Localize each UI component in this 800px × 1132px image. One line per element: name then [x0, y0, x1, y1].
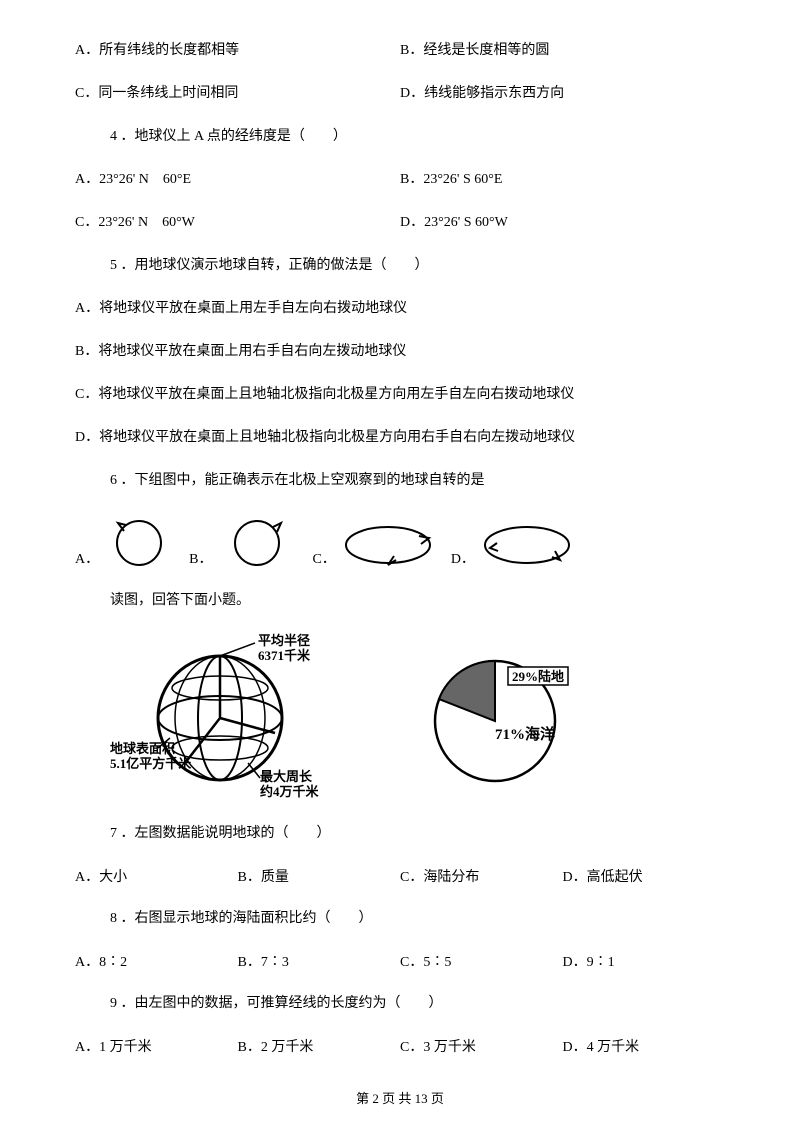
q8-text: 8 ．右图显示地球的海陆面积比约（ ） — [75, 908, 725, 929]
q8-optD: D．9∶1 — [563, 951, 726, 971]
q5-optB: B．将地球仪平放在桌面上用右手自右向左拨动地球仪 — [75, 341, 725, 362]
q4-text: 4 ．地球仪上 A 点的经纬度是（ ） — [75, 126, 725, 147]
fig-circ-label2: 约4万千米 — [260, 784, 320, 798]
figures: 平均半径 6371千米 地球表面积 5.1亿平方千米 最大周长 约4万千米 29… — [110, 633, 725, 798]
fig-circ-label1: 最大周长 — [260, 769, 313, 784]
q6-diagB: B． — [189, 513, 297, 568]
q6-labelA: A． — [75, 548, 99, 568]
q3-optD: D．纬线能够指示东西方向 — [400, 83, 725, 104]
q8-optA: A．8∶2 — [75, 951, 238, 971]
q7-optC: C．海陆分布 — [400, 866, 563, 886]
q8-optC: C．5∶5 — [400, 951, 563, 971]
q3-row1: A．所有纬线的长度都相等 B．经线是长度相等的圆 — [75, 40, 725, 61]
q7-text: 7 ．左图数据能说明地球的（ ） — [75, 823, 725, 844]
q6-labelD: D． — [451, 548, 475, 568]
q9-optD: D．4 万千米 — [563, 1036, 726, 1056]
q4-optA: A．23°26' N 60°E — [75, 169, 400, 190]
ellipse-ccw-icon — [480, 518, 575, 568]
fig-radius-label2: 6371千米 — [258, 648, 311, 663]
q3-optC: C．同一条纬线上时间相同 — [75, 83, 400, 104]
q9-optA: A．1 万千米 — [75, 1036, 238, 1056]
ellipse-cw-icon — [341, 518, 436, 568]
q3-row2: C．同一条纬线上时间相同 D．纬线能够指示东西方向 — [75, 83, 725, 104]
q7-options: A．大小 B．质量 C．海陆分布 D．高低起伏 — [75, 866, 725, 886]
read-fig: 读图，回答下面小题。 — [75, 590, 725, 611]
q7-optD: D．高低起伏 — [563, 866, 726, 886]
q9-optB: B．2 万千米 — [238, 1036, 401, 1056]
q7-optA: A．大小 — [75, 866, 238, 886]
circle-ccw-top-icon — [104, 513, 174, 568]
q4-optC: C．23°26' N 60°W — [75, 212, 400, 233]
q4-optD: D．23°26' S 60°W — [400, 212, 725, 233]
fig-land-label: 29%陆地 — [512, 669, 564, 684]
q8-optB: B．7∶3 — [238, 951, 401, 971]
q7-optB: B．质量 — [238, 866, 401, 886]
globe-figure-icon: 平均半径 6371千米 地球表面积 5.1亿平方千米 最大周长 约4万千米 — [110, 633, 370, 798]
pie-chart-icon: 29%陆地 71%海洋 — [400, 641, 590, 791]
q3-optA: A．所有纬线的长度都相等 — [75, 40, 400, 61]
fig-radius-label1: 平均半径 — [258, 633, 310, 648]
q6-labelC: C． — [312, 548, 335, 568]
fig-surface-label2: 5.1亿平方千米 — [110, 756, 192, 771]
q4-optB: B．23°26' S 60°E — [400, 169, 725, 190]
q6-labelB: B． — [189, 548, 212, 568]
q5-optD: D．将地球仪平放在桌面上且地轴北极指向北极星方向用右手自右向左拨动地球仪 — [75, 427, 725, 448]
fig-ocean-label: 71%海洋 — [495, 725, 555, 743]
q6-diagD: D． — [451, 518, 575, 568]
q6-diagrams: A． B． C． D． — [75, 513, 725, 568]
q9-options: A．1 万千米 B．2 万千米 C．3 万千米 D．4 万千米 — [75, 1036, 725, 1056]
q5-optC: C．将地球仪平放在桌面上且地轴北极指向北极星方向用左手自左向右拨动地球仪 — [75, 384, 725, 405]
q5-optA: A．将地球仪平放在桌面上用左手自左向右拨动地球仪 — [75, 298, 725, 319]
q8-options: A．8∶2 B．7∶3 C．5∶5 D．9∶1 — [75, 951, 725, 971]
q3-optB: B．经线是长度相等的圆 — [400, 40, 725, 61]
q5-text: 5 ．用地球仪演示地球自转，正确的做法是（ ） — [75, 255, 725, 276]
fig-surface-label1: 地球表面积 — [110, 741, 175, 756]
q6-text: 6 ．下组图中，能正确表示在北极上空观察到的地球自转的是 — [75, 470, 725, 491]
page-footer: 第 2 页 共 13 页 — [0, 1088, 800, 1107]
circle-cw-top-icon — [217, 513, 297, 568]
q4-row1: A．23°26' N 60°E B．23°26' S 60°E — [75, 169, 725, 190]
q4-row2: C．23°26' N 60°W D．23°26' S 60°W — [75, 212, 725, 233]
q9-optC: C．3 万千米 — [400, 1036, 563, 1056]
q6-diagA: A． — [75, 513, 174, 568]
q9-text: 9 ．由左图中的数据，可推算经线的长度约为（ ） — [75, 993, 725, 1014]
q6-diagC: C． — [312, 518, 435, 568]
